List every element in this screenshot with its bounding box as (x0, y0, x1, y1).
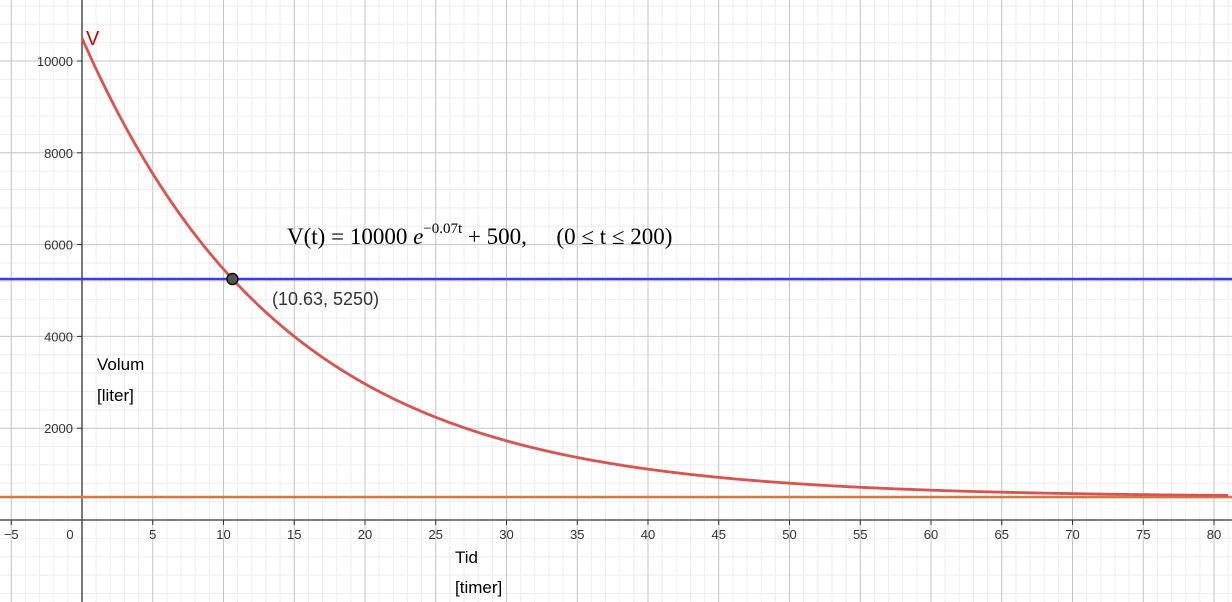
x-tick-label: 0 (66, 527, 73, 542)
x-tick-label: 30 (499, 527, 513, 542)
x-axis-unit: [timer] (455, 578, 503, 597)
curve-V (80, 37, 1229, 497)
horizontal-lines (0, 277, 1232, 499)
formula-eq: = (331, 224, 345, 249)
formula-label: V(t) = 10000 e−0.07t + 500, (0 ≤ t ≤ 200… (287, 221, 673, 250)
x-tick-label: 55 (853, 527, 867, 542)
formula-coef: 10000 (349, 224, 408, 249)
points (226, 272, 239, 286)
curve-name-label: V (86, 28, 100, 50)
tick-labels: −5 0 5 10 15 20 25 30 35 40 45 50 55 60 65 70 75 80 2000 40… (4, 54, 1221, 542)
formula-lhs: V(t) (287, 224, 326, 249)
formula-tail: + 500, (467, 224, 527, 249)
x-tick-label: 40 (641, 527, 655, 542)
formula-base: e (413, 224, 424, 249)
x-tick-label: 75 (1136, 527, 1150, 542)
formula-exponent: −0.07t (423, 221, 463, 237)
y-axis-title: Volum (97, 355, 145, 374)
x-tick-label: 5 (149, 527, 156, 542)
y-tick-label: 8000 (44, 146, 73, 161)
y-axis-unit: [liter] (97, 386, 134, 405)
x-tick-label: 45 (712, 527, 726, 542)
formula-domain: (0 ≤ t ≤ 200) (556, 224, 673, 249)
y-tick-label: 10000 (37, 54, 73, 69)
x-tick-label: 15 (287, 527, 301, 542)
intersection-point (226, 272, 239, 286)
y-tick-label: 4000 (44, 329, 73, 344)
y-tick-label: 2000 (44, 421, 73, 436)
x-tick-label: −5 (4, 527, 19, 542)
x-tick-label: 20 (358, 527, 372, 542)
x-tick-label: 70 (1065, 527, 1079, 542)
x-tick-label: 10 (216, 527, 230, 542)
curves (80, 37, 1229, 497)
x-axis-title: Tid (455, 548, 478, 567)
x-tick-label: 65 (995, 527, 1009, 542)
x-tick-label: 25 (429, 527, 443, 542)
y-tick-label: 6000 (44, 238, 73, 253)
x-tick-label: 80 (1207, 527, 1221, 542)
point-label: (10.63, 5250) (272, 289, 380, 309)
x-tick-label: 35 (570, 527, 584, 542)
x-tick-label: 60 (924, 527, 938, 542)
x-tick-label: 50 (782, 527, 796, 542)
